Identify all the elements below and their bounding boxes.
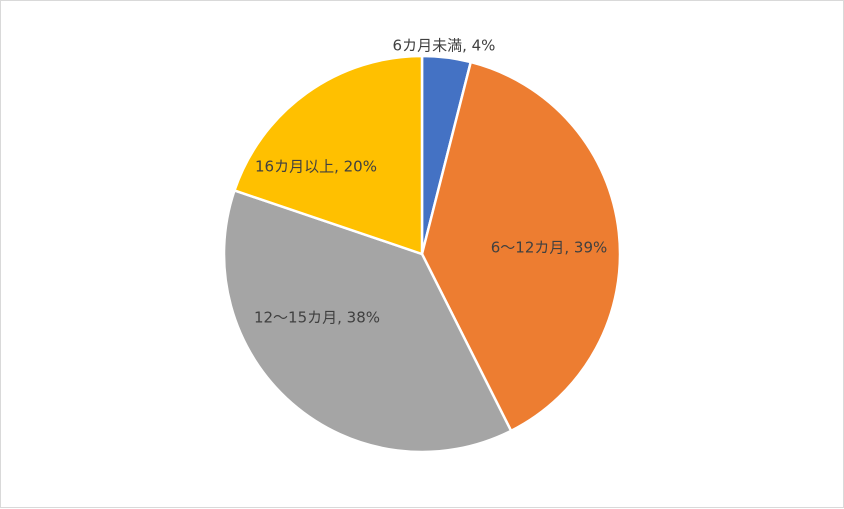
slice-data-label: 6～12カ月, 39% (491, 239, 608, 257)
slice-data-label: 16カ月以上, 20% (255, 158, 377, 176)
slice-data-label: 12～15カ月, 38% (254, 309, 380, 327)
pie-slices (222, 54, 622, 454)
pie-slice (222, 189, 513, 454)
pie-labels: 6カ月未満, 4% 6～12カ月, 39% 12～15カ月, 38% 16カ月以上, … (254, 37, 607, 327)
pie-slice (233, 54, 424, 256)
pie-slice (420, 60, 622, 433)
slice-data-label: 6カ月未満, 4% (393, 37, 496, 55)
